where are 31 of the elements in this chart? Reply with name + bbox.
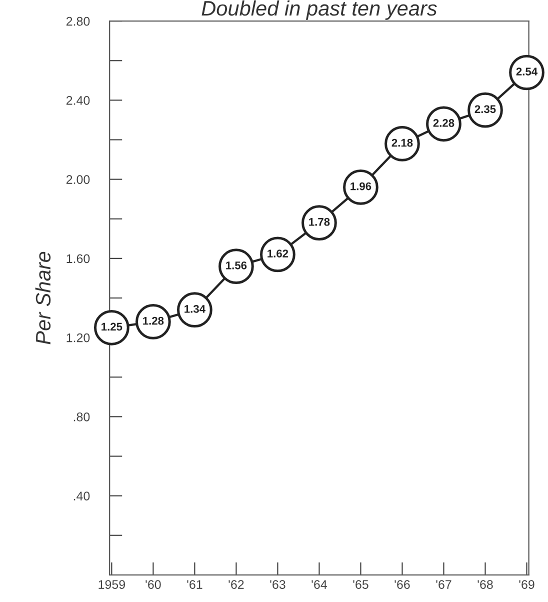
data-label: 2.54 [516,68,538,76]
x-tick-label: '66 [394,580,410,589]
x-tick-label: '61 [187,580,202,589]
data-label: 1.96 [350,182,372,190]
chart-title: Doubled in past ten years [202,0,437,20]
x-tick-label: '63 [270,580,286,589]
x-tick-label: '62 [228,580,244,589]
data-label: 2.18 [392,138,413,147]
x-tick-label: 1959 [98,580,125,589]
data-label: 1.78 [309,218,330,226]
x-tick-label: '67 [436,580,452,589]
y-tick-label: .40 [74,492,90,500]
y-tick-label: 2.00 [66,175,90,184]
y-tick-label: .80 [74,412,90,422]
data-label: 1.25 [102,322,122,331]
y-tick-label: 2.80 [66,16,90,26]
y-tick-label: 1.20 [66,333,90,342]
data-label: 1.34 [184,304,206,313]
x-tick-label: '69 [519,580,534,589]
x-tick-label: '60 [146,580,161,589]
data-label: 2.28 [433,119,454,127]
x-tick-label: '65 [353,580,368,589]
data-label: 2.35 [474,105,496,114]
y-tick-label: 2.40 [66,96,90,105]
data-label: 1.62 [268,250,288,258]
x-tick-label: '64 [312,580,327,589]
y-axis-title: Per Share [35,252,51,344]
y-tick-label: 1.60 [66,254,90,264]
data-label: 1.28 [143,316,164,325]
x-tick-label: '68 [478,580,493,589]
data-label: 1.56 [226,261,247,270]
